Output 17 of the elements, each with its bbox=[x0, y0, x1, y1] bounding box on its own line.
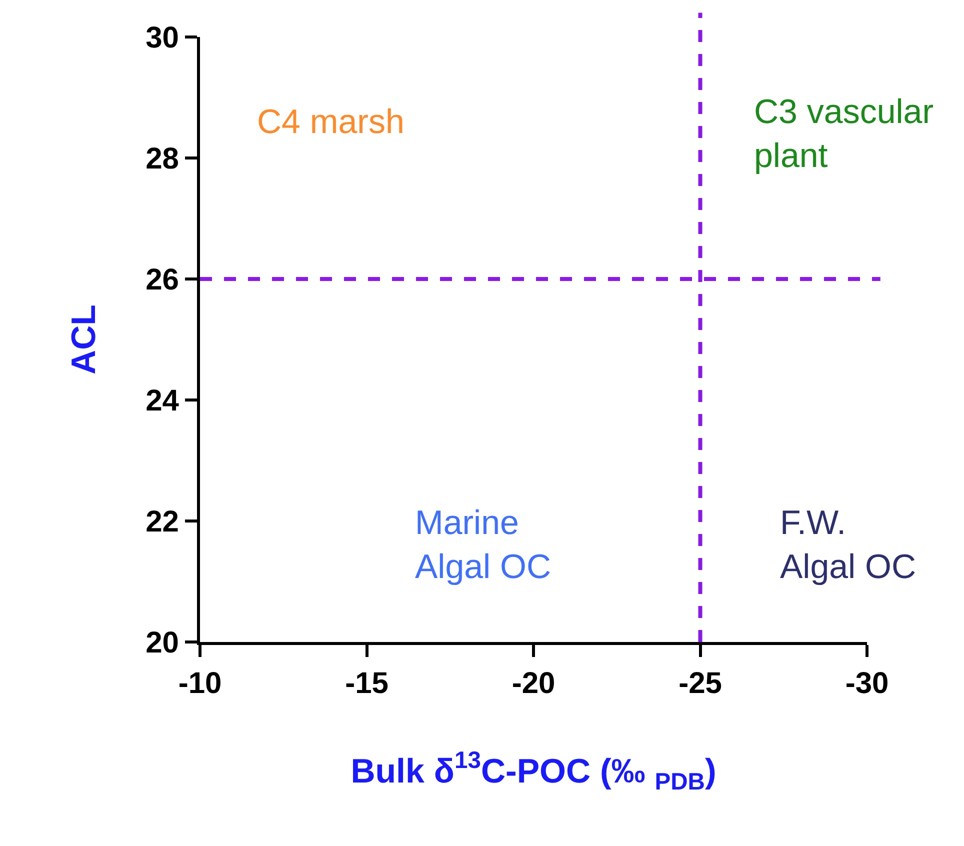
y-tick-label: 22 bbox=[146, 506, 179, 538]
x-tick-label: -25 bbox=[678, 667, 722, 700]
annotation: Marine Algal OC bbox=[415, 504, 552, 586]
annotation: C3 vascular plant bbox=[754, 93, 934, 176]
y-tick-label: 24 bbox=[146, 384, 180, 418]
y-tick-label: 20 bbox=[146, 626, 179, 660]
annotation: F.W. Algal OC bbox=[780, 504, 916, 586]
annotation: C4 marsh bbox=[257, 103, 404, 141]
y-axis-title: ACL bbox=[65, 304, 104, 374]
x-tick-label: -30 bbox=[845, 667, 889, 700]
y-tick-label: 28 bbox=[146, 142, 179, 176]
x-tick-label: -20 bbox=[512, 667, 556, 700]
x-tick-label: -15 bbox=[345, 667, 388, 700]
y-tick-label: 30 bbox=[146, 22, 179, 54]
y-tick-label: 26 bbox=[146, 264, 179, 296]
x-axis-title: Bulk δ$^{13}$C-POC (‰ $_{PDB}$) bbox=[350, 747, 716, 796]
x-tick-label: -10 bbox=[178, 667, 222, 700]
